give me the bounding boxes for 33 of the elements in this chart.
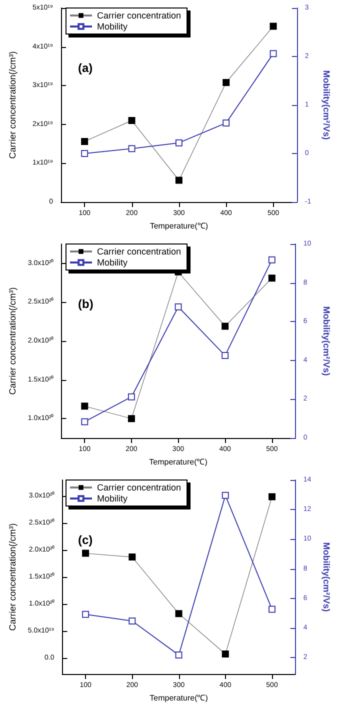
- point: [268, 256, 276, 264]
- point: [174, 303, 182, 310]
- point: [222, 352, 229, 360]
- point: [175, 652, 182, 659]
- point: [128, 145, 136, 152]
- legend-label: Carrier concentration: [97, 246, 182, 256]
- point: [128, 393, 135, 400]
- legend-label: Mobility: [97, 22, 128, 32]
- y2-axis-title: Mobility(cm²/Vs): [322, 306, 332, 376]
- point: [270, 50, 277, 58]
- point: [81, 418, 88, 426]
- y-axis-title: Carrier concentration(/cm³): [8, 523, 18, 631]
- x-axis-title: Temperature(℃): [149, 458, 208, 466]
- annotation: (c): [78, 533, 93, 547]
- y2-axis-title: Mobility(cm²/Vs): [322, 542, 332, 612]
- annotation: (a): [78, 61, 93, 75]
- point: [82, 610, 90, 618]
- annotation: (b): [78, 297, 94, 311]
- point: [222, 492, 229, 499]
- y-axis-title: Carrier concentration(/cm³): [8, 51, 18, 159]
- legend-label: Mobility: [97, 494, 128, 504]
- x-axis-title: Temperature(℃): [150, 222, 208, 230]
- y2-axis-title: Mobility(cm²/Vs): [322, 70, 332, 140]
- point: [175, 139, 182, 146]
- legend-label: Carrier concentration: [97, 10, 182, 20]
- point: [128, 617, 136, 624]
- legend-label: Mobility: [97, 258, 128, 268]
- legend-label: Carrier concentration: [97, 482, 182, 492]
- point: [222, 119, 230, 126]
- point: [81, 150, 88, 157]
- x-axis-title: Temperature(℃): [150, 694, 208, 702]
- point: [268, 606, 276, 613]
- y-axis-title: Carrier concentration(/cm³): [8, 287, 18, 395]
